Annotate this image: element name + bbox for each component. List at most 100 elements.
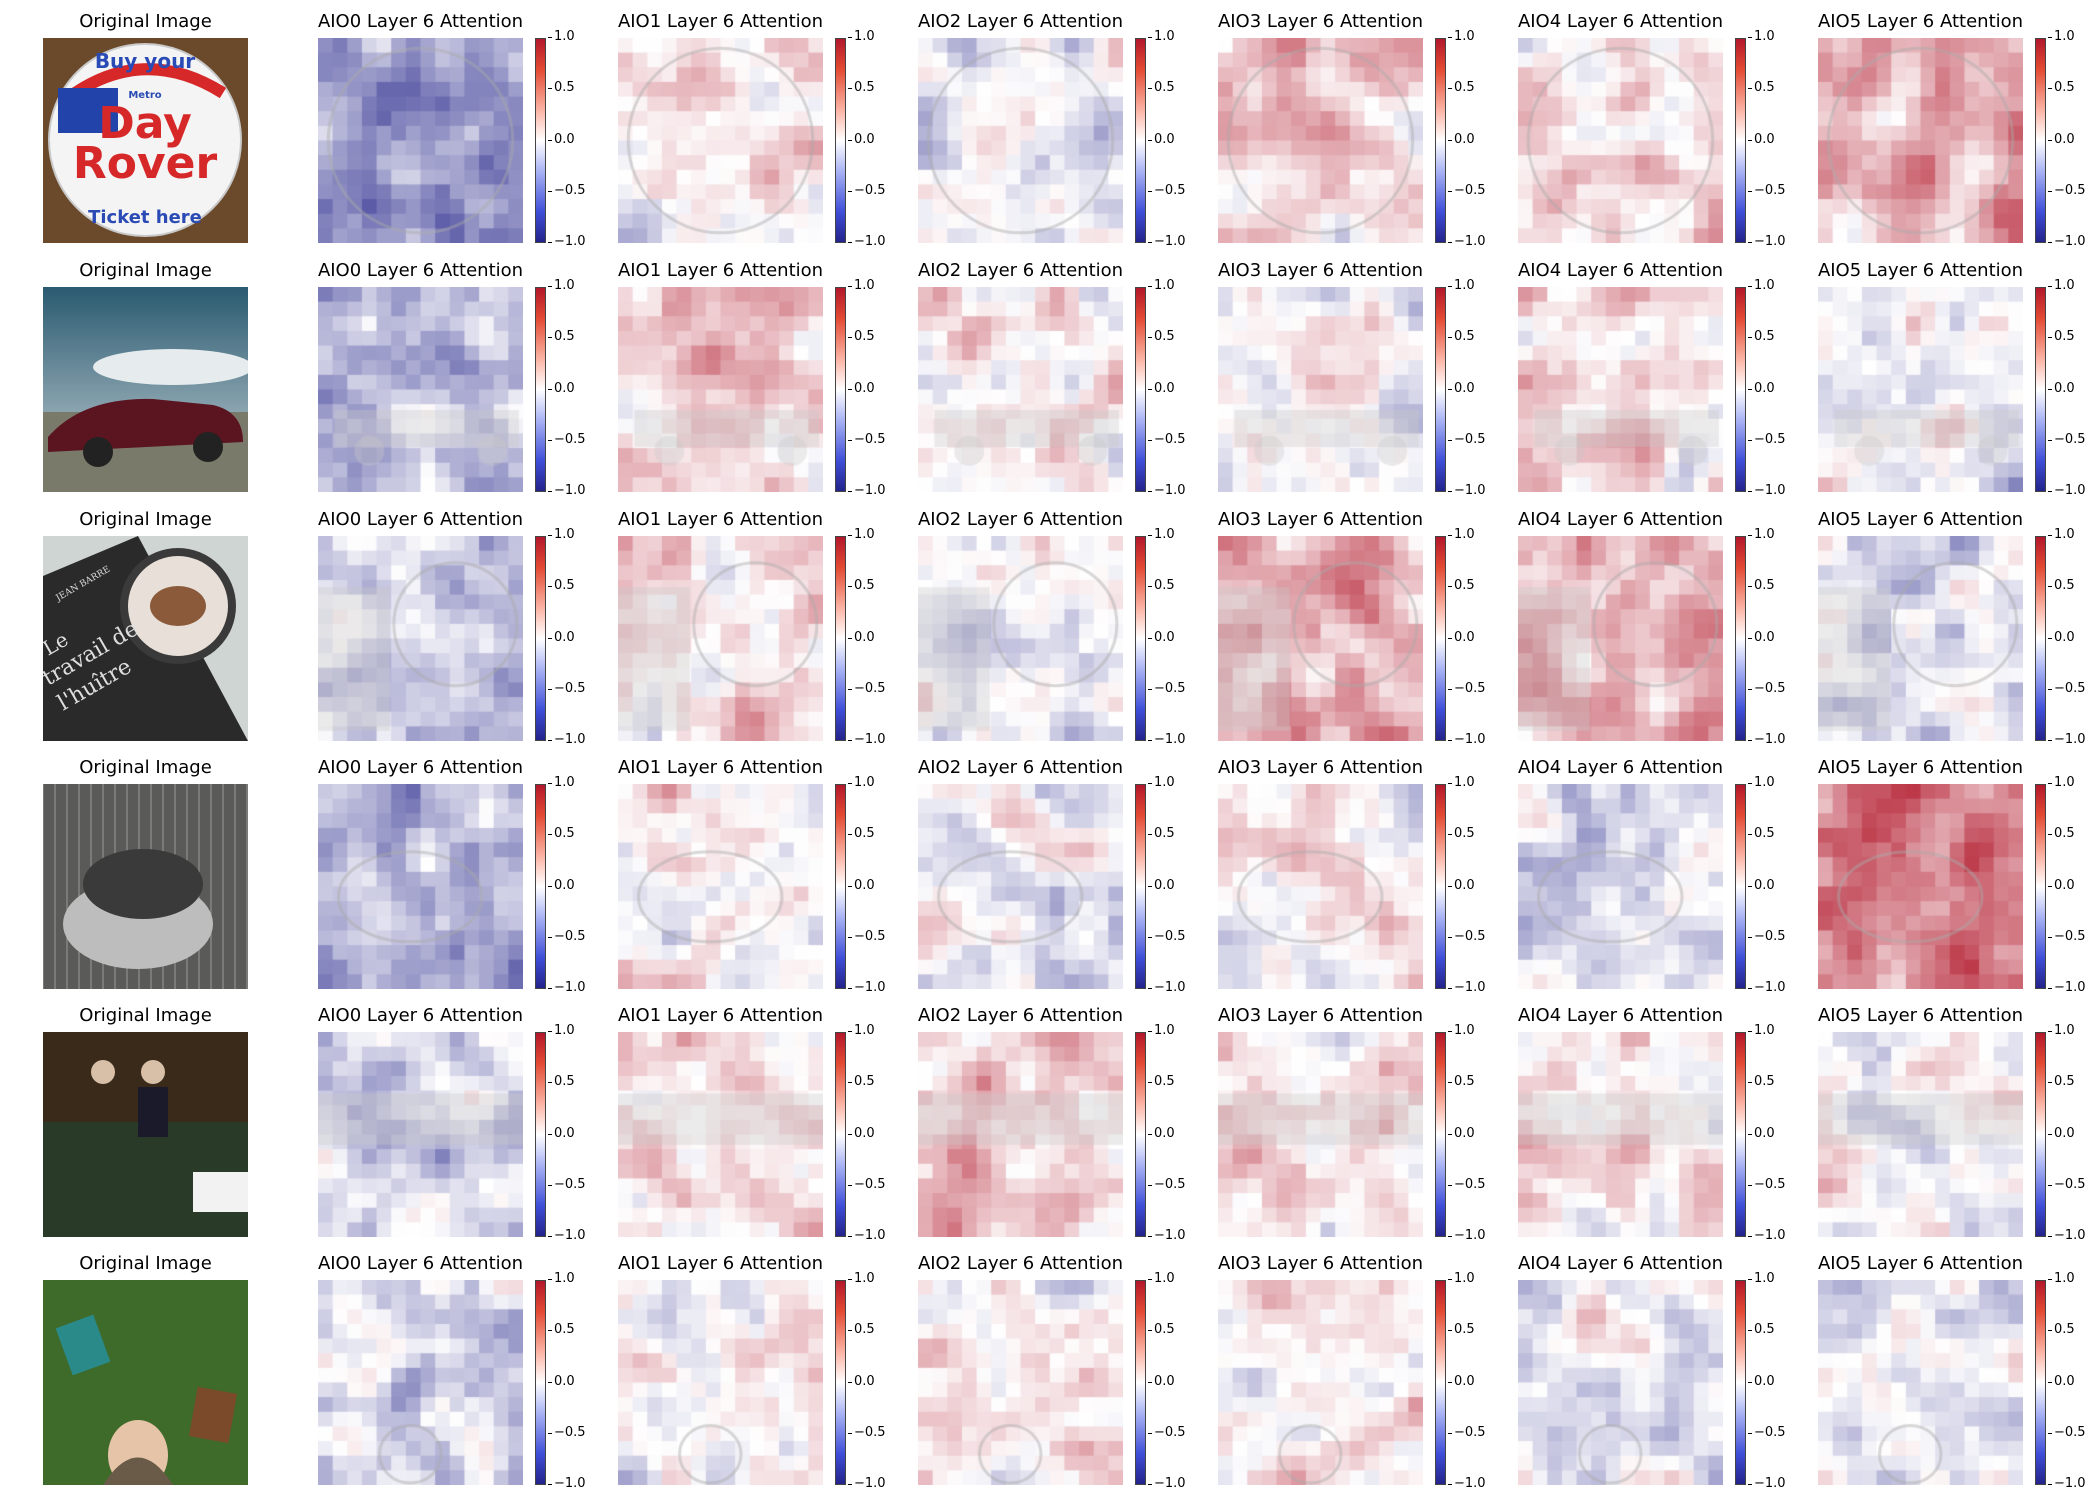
colorbar-tick-label: −0.5 — [2048, 1176, 2086, 1192]
attention-heatmap — [1218, 1032, 1423, 1237]
colorbar-tick-label: −0.5 — [2048, 182, 2086, 198]
colorbar-tick-label: 0.5 — [848, 1074, 875, 1090]
heatmap-title: AIO1 Layer 6 Attention — [617, 1005, 824, 1026]
colorbar-tick-label: 1.0 — [1448, 29, 1475, 44]
colorbar-tick-label: −1.0 — [1748, 1228, 1786, 1243]
attention-heatmap — [1518, 1280, 1723, 1485]
colorbar-tick-label: −1.0 — [1748, 483, 1786, 498]
colorbar-tick-label: −1.0 — [548, 732, 586, 747]
colorbar-tick-label: −1.0 — [1148, 234, 1186, 249]
heatmap-title: AIO4 Layer 6 Attention — [1517, 11, 1724, 32]
colorbar-tick-label: 1.0 — [2048, 775, 2075, 790]
svg-text:Day: Day — [98, 98, 192, 149]
colorbar-tick-label: −0.5 — [548, 182, 586, 198]
attention-heatmap — [1218, 536, 1423, 741]
attention-heatmap — [1518, 1032, 1723, 1237]
colorbar-tick-label: 0.5 — [2048, 578, 2075, 594]
colorbar — [535, 1032, 546, 1237]
colorbar-tick-label: −0.5 — [548, 680, 586, 696]
colorbar-tick-label: 0.0 — [1448, 380, 1475, 396]
svg-text:Rover: Rover — [73, 138, 218, 189]
heatmap-title: AIO2 Layer 6 Attention — [917, 1005, 1124, 1026]
colorbar-tick-label: 0.0 — [548, 629, 575, 645]
colorbar — [1735, 1280, 1746, 1485]
colorbar-tick-label: 1.0 — [1748, 1023, 1775, 1038]
colorbar-tick-label: −1.0 — [1748, 1476, 1786, 1491]
colorbar-tick-label: 0.5 — [2048, 329, 2075, 345]
colorbar-tick-label: 0.0 — [1448, 629, 1475, 645]
colorbar-tick-label: −0.5 — [1448, 431, 1486, 447]
colorbar-tick-label: 1.0 — [848, 1023, 875, 1038]
colorbar-tick-label: 0.0 — [2048, 877, 2075, 893]
colorbar-tick-label: −0.5 — [848, 182, 886, 198]
colorbar-tick-label: 0.5 — [1748, 826, 1775, 842]
colorbar-tick-label: −1.0 — [848, 1228, 886, 1243]
colorbar-tick-label: 0.5 — [548, 826, 575, 842]
colorbar-tick-label: −0.5 — [2048, 1424, 2086, 1440]
colorbar-tick-label: 0.5 — [1448, 80, 1475, 96]
colorbar-tick-label: 1.0 — [548, 29, 575, 44]
attention-heatmap — [1818, 784, 2023, 989]
colorbar — [1435, 287, 1446, 492]
heatmap-title: AIO1 Layer 6 Attention — [617, 509, 824, 530]
colorbar-tick-label: −1.0 — [548, 1228, 586, 1243]
attention-heatmap — [1818, 536, 2023, 741]
colorbar-tick-label: −1.0 — [1448, 483, 1486, 498]
colorbar-tick-label: −1.0 — [848, 732, 886, 747]
colorbar-tick-label: 0.0 — [848, 380, 875, 396]
colorbar-tick-label: 0.0 — [848, 877, 875, 893]
attention-heatmap — [318, 536, 523, 741]
heatmap-title: AIO4 Layer 6 Attention — [1517, 509, 1724, 530]
colorbar-tick-label: 0.0 — [848, 1125, 875, 1141]
colorbar-tick-label: 0.0 — [1448, 131, 1475, 147]
colorbar-tick-label: 1.0 — [1448, 527, 1475, 542]
meeting-room-image — [43, 1032, 248, 1237]
colorbar-tick-label: −1.0 — [848, 483, 886, 498]
colorbar-tick-label: 0.0 — [1148, 380, 1175, 396]
attention-heatmap — [918, 287, 1123, 492]
colorbar — [1435, 1280, 1446, 1485]
heatmap-title: AIO3 Layer 6 Attention — [1217, 260, 1424, 281]
colorbar-tick-label: 0.0 — [1448, 1125, 1475, 1141]
original-image-title: Original Image — [79, 757, 212, 778]
animal-in-cage-image — [43, 784, 248, 989]
colorbar — [1735, 536, 1746, 741]
colorbar-tick-label: 0.5 — [1448, 826, 1475, 842]
heatmap-title: AIO1 Layer 6 Attention — [617, 757, 824, 778]
colorbar-tick-label: 0.0 — [2048, 131, 2075, 147]
colorbar-tick-label: 0.5 — [848, 80, 875, 96]
heatmap-title: AIO5 Layer 6 Attention — [1817, 260, 2024, 281]
colorbar-tick-label: 1.0 — [1148, 527, 1175, 542]
colorbar-tick-label: 1.0 — [1448, 1271, 1475, 1286]
colorbar-tick-label: 1.0 — [548, 1023, 575, 1038]
colorbar-tick-label: −0.5 — [1748, 182, 1786, 198]
colorbar-tick-label: 1.0 — [1148, 775, 1175, 790]
heatmap-title: AIO5 Layer 6 Attention — [1817, 757, 2024, 778]
heatmap-title: AIO3 Layer 6 Attention — [1217, 1005, 1424, 1026]
heatmap-title: AIO2 Layer 6 Attention — [917, 509, 1124, 530]
colorbar-tick-label: 1.0 — [1448, 775, 1475, 790]
colorbar-tick-label: 0.5 — [1748, 1322, 1775, 1338]
heatmap-title: AIO1 Layer 6 Attention — [617, 1253, 824, 1274]
colorbar — [835, 38, 846, 243]
colorbar-tick-label: −0.5 — [548, 928, 586, 944]
colorbar — [1735, 38, 1746, 243]
heatmap-title: AIO5 Layer 6 Attention — [1817, 1253, 2024, 1274]
svg-text:Ticket here: Ticket here — [88, 207, 202, 228]
colorbar-tick-label: 1.0 — [848, 775, 875, 790]
colorbar-tick-label: 0.5 — [548, 1074, 575, 1090]
colorbar-tick-label: 0.0 — [1448, 877, 1475, 893]
colorbar-tick-label: 0.0 — [2048, 1125, 2075, 1141]
colorbar-tick-label: −1.0 — [548, 980, 586, 995]
colorbar-tick-label: −0.5 — [1148, 1176, 1186, 1192]
heatmap-title: AIO2 Layer 6 Attention — [917, 757, 1124, 778]
heatmap-title: AIO1 Layer 6 Attention — [617, 11, 824, 32]
attention-heatmap — [1218, 784, 1423, 989]
colorbar-tick-label: −0.5 — [1148, 928, 1186, 944]
attention-heatmap — [1518, 536, 1723, 741]
colorbar-tick-label: 0.0 — [1748, 380, 1775, 396]
attention-heatmap — [1218, 1280, 1423, 1485]
colorbar-tick-label: −1.0 — [1148, 1476, 1186, 1491]
colorbar-tick-label: 0.5 — [548, 329, 575, 345]
attention-heatmap — [918, 1032, 1123, 1237]
